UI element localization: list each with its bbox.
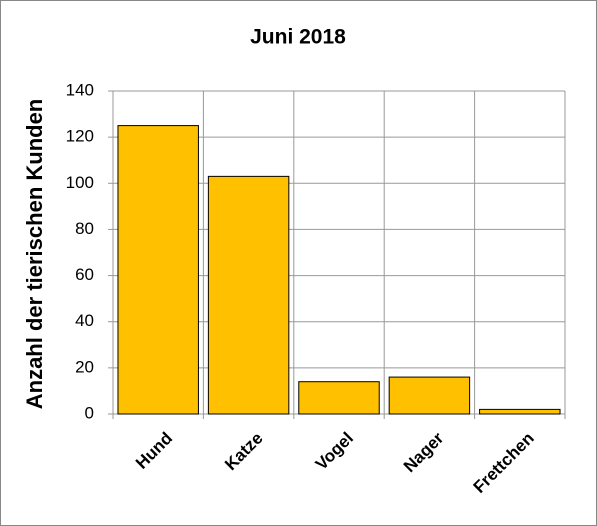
y-tick-label: 120 — [66, 127, 94, 146]
y-tick-label: 60 — [75, 265, 94, 284]
bar — [117, 125, 199, 415]
y-tick-label: 100 — [66, 173, 94, 192]
y-tick-label: 40 — [75, 311, 94, 330]
chart-title: Juni 2018 — [250, 26, 346, 49]
bar — [207, 175, 290, 415]
bar — [298, 381, 380, 415]
bar — [388, 376, 471, 415]
y-axis-label: Anzahl der tierischen Kunden — [22, 99, 47, 410]
y-tick-label: 80 — [75, 219, 94, 238]
bar — [479, 408, 561, 415]
y-tick-label: 0 — [85, 403, 94, 422]
y-tick-label: 140 — [66, 80, 94, 99]
y-tick-label: 20 — [75, 357, 94, 376]
